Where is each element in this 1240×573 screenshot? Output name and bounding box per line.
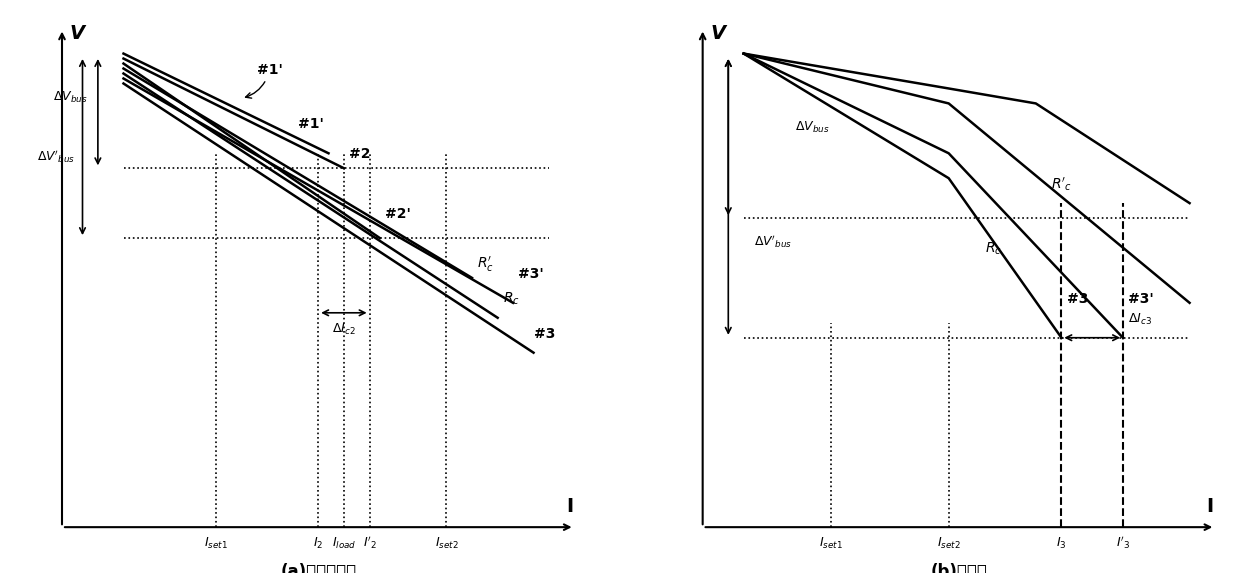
Text: $R_c$: $R_c$: [502, 291, 520, 307]
Text: $I_2$: $I_2$: [314, 536, 324, 551]
Text: $\Delta I_{c2}$: $\Delta I_{c2}$: [332, 322, 356, 337]
Text: V: V: [69, 23, 84, 42]
Text: $I_{set2}$: $I_{set2}$: [937, 536, 961, 551]
Text: #3': #3': [518, 267, 544, 281]
Text: I: I: [565, 497, 573, 516]
Text: $R_c'$: $R_c'$: [477, 255, 494, 274]
Text: $R_c$: $R_c$: [985, 241, 1002, 257]
Text: I: I: [1207, 497, 1214, 516]
Text: $R'_c$: $R'_c$: [1052, 175, 1073, 193]
Text: $\Delta I_{c3}$: $\Delta I_{c3}$: [1128, 312, 1152, 327]
Text: $I_{set1}$: $I_{set1}$: [203, 536, 228, 551]
Text: #1': #1': [246, 62, 283, 98]
Text: $\Delta V'_{bus}$: $\Delta V'_{bus}$: [36, 148, 74, 165]
Text: #1': #1': [298, 117, 324, 131]
Text: #2: #2: [348, 147, 371, 161]
Text: $I_{set1}$: $I_{set1}$: [818, 536, 843, 551]
Text: $I_{load}$: $I_{load}$: [331, 536, 356, 551]
Text: $I_3$: $I_3$: [1056, 536, 1066, 551]
Text: (a)额定负荷区: (a)额定负荷区: [280, 563, 356, 573]
Text: #3': #3': [1128, 292, 1153, 306]
Text: $\Delta V_{bus}$: $\Delta V_{bus}$: [53, 90, 88, 105]
Text: (b)重载区: (b)重载区: [930, 563, 987, 573]
Text: $I'_2$: $I'_2$: [362, 535, 377, 551]
Text: $\Delta V_{bus}$: $\Delta V_{bus}$: [795, 120, 830, 135]
Text: V: V: [711, 23, 725, 42]
Text: $I_{set2}$: $I_{set2}$: [434, 536, 459, 551]
Text: #3: #3: [533, 327, 556, 341]
Text: $I'_3$: $I'_3$: [1116, 535, 1130, 551]
Text: #2': #2': [384, 207, 410, 221]
Text: $\Delta V'_{bus}$: $\Delta V'_{bus}$: [754, 233, 792, 250]
Text: #3: #3: [1066, 292, 1087, 306]
